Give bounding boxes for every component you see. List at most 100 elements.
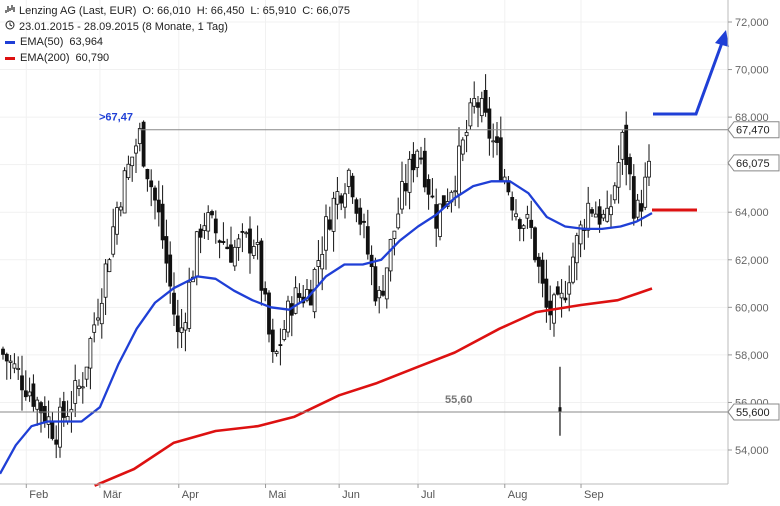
candle-body [149, 180, 154, 188]
candle-body [77, 385, 81, 389]
candle-body [122, 170, 127, 214]
candle-body [50, 420, 55, 439]
x-tick-label: Feb [29, 489, 48, 501]
candle-body [521, 225, 526, 229]
candle-body [202, 225, 207, 231]
candle-body [381, 290, 385, 296]
candle-body [103, 263, 108, 298]
candle-body [305, 289, 309, 301]
resistance-price-tag-box [727, 121, 780, 139]
x-tick-label: Jun [342, 489, 360, 501]
instrument-name: Lenzing AG (Last, EUR) [19, 5, 137, 17]
ema200-swatch [5, 56, 15, 60]
candle-body [206, 212, 211, 232]
candle-body [107, 259, 112, 273]
legend-ema50-row: EMA(50) 63,964 [4, 35, 350, 51]
candle-body [533, 227, 537, 261]
support-price-tag: 55,600 [727, 403, 780, 421]
y-tick-label: 68,000 [735, 112, 769, 124]
candle-body [1, 348, 5, 355]
candle-body [137, 128, 142, 145]
candle-body [130, 156, 135, 167]
candle-body [198, 228, 203, 238]
resistance-price-tag: 67,470 [727, 121, 780, 139]
candle-body [407, 158, 412, 193]
candle-body [457, 145, 461, 195]
candle-body [544, 278, 549, 308]
y-tick-label: 64,000 [735, 207, 769, 219]
candle-body [400, 181, 404, 210]
projection-arrow-line [653, 39, 725, 116]
candle-body [464, 132, 469, 137]
support-label: 55,60 [445, 394, 473, 406]
candle-body [61, 401, 66, 418]
candle-body [16, 367, 21, 370]
candle-body [240, 231, 245, 233]
low-value: L: 65,910 [250, 5, 297, 17]
close-value: C: 66,075 [302, 5, 350, 17]
candle-body [251, 246, 256, 256]
resistance-price-tag-text: 67,470 [736, 125, 770, 137]
candle-body [506, 180, 511, 193]
candle-body [483, 90, 488, 113]
candle-body [343, 193, 347, 208]
candle-body [297, 293, 302, 298]
candle-body [468, 102, 473, 127]
candle-body [362, 220, 366, 223]
levels: >67,47 55,60 [0, 112, 728, 413]
high-value: H: 66,450 [196, 5, 245, 17]
candle-body [23, 390, 28, 398]
x-tick-label: Aug [508, 489, 528, 501]
candle-body [327, 219, 332, 230]
candle-body [453, 190, 458, 193]
candle-body [236, 238, 241, 248]
legend-ema200-row: EMA(200) 60,790 [4, 51, 350, 67]
candle-body [31, 383, 36, 407]
ema200-line [94, 287, 653, 487]
candle-body [430, 195, 435, 198]
ema200-value: 60,790 [75, 51, 110, 64]
candle-body [126, 163, 131, 179]
candle-body [525, 213, 530, 219]
y-tick-label: 58,000 [735, 350, 769, 362]
candle-body [574, 235, 579, 264]
candle-body [324, 216, 328, 251]
candle-body [160, 203, 165, 241]
candle-body [194, 231, 199, 278]
candle-body [12, 363, 17, 369]
price-tags: 67,470 66,075 55,600 [727, 121, 780, 421]
projection-arrowhead [715, 30, 729, 47]
candle-body [88, 338, 93, 369]
resistance-label: >67,47 [99, 112, 133, 124]
chart-legend: Lenzing AG (Last, EUR) O: 66,010 H: 66,4… [4, 4, 350, 66]
candle-body [20, 375, 24, 391]
candle-body [559, 292, 564, 299]
ema50-label: EMA(50) [20, 36, 64, 48]
support-price-tag-text: 55,600 [736, 407, 770, 419]
candle-body [498, 137, 503, 181]
candle-body [270, 329, 275, 353]
candle-body [115, 207, 119, 235]
candle-body [586, 202, 591, 231]
candle-body [396, 213, 401, 229]
candle-body [282, 329, 287, 340]
x-tick-label: Jul [421, 489, 435, 501]
candle-body [555, 286, 560, 295]
candle-body [4, 353, 9, 362]
candle-body [438, 203, 442, 237]
candle-body [472, 98, 477, 107]
candle-body [548, 300, 553, 316]
candle-body [593, 213, 598, 218]
candle-body [487, 108, 492, 139]
candle-body [164, 236, 169, 264]
candle-body [647, 160, 651, 178]
candle-body [134, 145, 138, 154]
candle-body [54, 439, 59, 445]
candle-body [183, 322, 188, 331]
candle-body [316, 260, 321, 267]
y-tick-label: 62,000 [735, 255, 769, 267]
candle-body [27, 391, 32, 397]
candle-body [259, 240, 264, 291]
candle-body [35, 399, 40, 410]
